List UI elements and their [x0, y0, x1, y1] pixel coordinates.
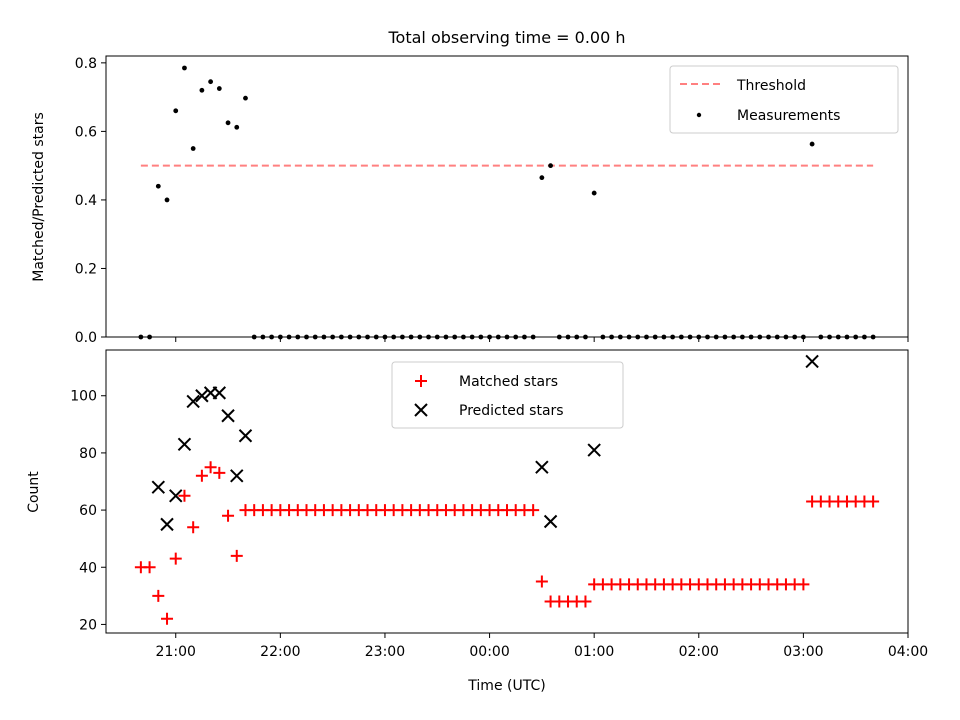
measurement-point [234, 124, 240, 130]
matched-star-point [527, 504, 540, 517]
predicted-star-point [230, 469, 244, 483]
predicted-star-point [543, 514, 558, 529]
count-y-tick-label: 60 [79, 503, 97, 519]
matched-star-point [222, 509, 235, 522]
x-tick-label: 00:00 [469, 644, 509, 660]
predicted-star-point [238, 429, 253, 443]
ratio-legend-box [669, 65, 899, 134]
matched-legend-label: Matched stars [459, 374, 558, 390]
ratio-legend: Threshold Measurements [669, 65, 899, 134]
count-y-tick-label: 80 [79, 446, 97, 462]
measurements-legend-marker [696, 112, 702, 118]
predicted-star-point [221, 409, 235, 423]
matched-star-point [169, 552, 182, 565]
measurement-point [199, 87, 205, 93]
chart-title: Total observing time = 0.00 h [387, 28, 625, 47]
predicted-star-point [805, 354, 819, 369]
x-tick-label: 22:00 [260, 644, 300, 660]
x-tick-label: 23:00 [365, 644, 405, 660]
matched-star-point [579, 595, 592, 608]
measurement-point [548, 163, 553, 169]
ratio-y-tick-label: 0.8 [75, 56, 97, 72]
ratio-x-axis [175, 337, 909, 342]
count-y-label: Count [26, 471, 42, 513]
measurement-point [539, 175, 545, 181]
measurement-point [182, 65, 187, 71]
measurement-point [243, 95, 248, 101]
x-tick-label: 01:00 [574, 644, 614, 660]
measurement-point [164, 197, 170, 203]
measurements-legend-label: Measurements [737, 108, 840, 124]
predicted-star-point [177, 437, 192, 452]
matched-star-point [535, 575, 548, 588]
matched-star-point [143, 561, 156, 574]
ratio-y-tick-label: 0.0 [75, 330, 97, 346]
ratio-y-tick-label: 0.6 [75, 124, 97, 140]
predicted-star-point [587, 443, 601, 457]
matched-star-point [204, 461, 217, 474]
count-panel: 20 40 60 80 100 21:00 22:00 23:00 00:00 01:00 02:… [26, 349, 928, 694]
measurement-point [225, 120, 231, 126]
predicted-legend-label: Predicted stars [459, 403, 564, 419]
ratio-y-tick-label: 0.4 [75, 193, 97, 209]
x-tick-label: 04:00 [888, 644, 928, 660]
matched-star-point [161, 612, 174, 625]
count-y-tick-label: 100 [70, 389, 97, 405]
predicted-star-point [535, 460, 549, 474]
measurement-point [809, 141, 815, 147]
x-tick-label: 21:00 [156, 644, 196, 660]
measurement-point [591, 190, 597, 196]
predicted-star-point [160, 517, 174, 532]
predicted-star-point [151, 480, 166, 494]
matched-star-point [797, 578, 810, 591]
predicted-star-point [212, 386, 227, 400]
matched-star-point [178, 489, 191, 502]
measurement-point [216, 86, 222, 91]
matched-star-point [867, 495, 880, 508]
ratio-plot-frame [105, 55, 909, 338]
count-legend-box [391, 361, 624, 429]
matched-star-point [230, 549, 243, 562]
ratio-y-tick-label: 0.2 [75, 261, 97, 277]
predicted-star-point [186, 394, 200, 409]
matched-legend-marker [415, 375, 427, 387]
matched-star-point [213, 466, 226, 479]
predicted-star-point [169, 489, 183, 503]
threshold-legend-label: Threshold [736, 78, 806, 94]
ratio-y-axis: 0.0 0.2 0.4 0.6 0.8 [75, 56, 106, 346]
measurement-point [190, 146, 196, 151]
matched-star-point [152, 589, 165, 602]
measurement-point [173, 108, 179, 114]
count-y-tick-label: 40 [79, 560, 97, 576]
measurement-point [155, 183, 161, 189]
count-y-tick-label: 20 [79, 617, 97, 633]
predicted-legend-marker [414, 403, 428, 417]
measurement-point [208, 79, 214, 85]
count-y-axis: 20 40 60 80 100 [70, 389, 106, 633]
predicted-star-point [195, 389, 209, 403]
matched-star-point [187, 521, 200, 534]
matched-star-point [195, 469, 208, 482]
ratio-panel: 0.00.20.40.60.8 Matched/Predicted stars … [31, 55, 909, 346]
count-plot-frame [105, 349, 909, 634]
x-tick-label: 03:00 [783, 644, 823, 660]
ratio-y-label: Matched/Predicted stars [31, 112, 47, 282]
count-x-axis: 21:00 22:00 23:00 00:00 01:00 02:00 03:00 04:00 [156, 633, 928, 660]
x-axis-label: Time (UTC) [467, 678, 545, 694]
x-tick-label: 02:00 [679, 644, 719, 660]
count-legend: Matched stars Predicted stars [391, 361, 624, 429]
